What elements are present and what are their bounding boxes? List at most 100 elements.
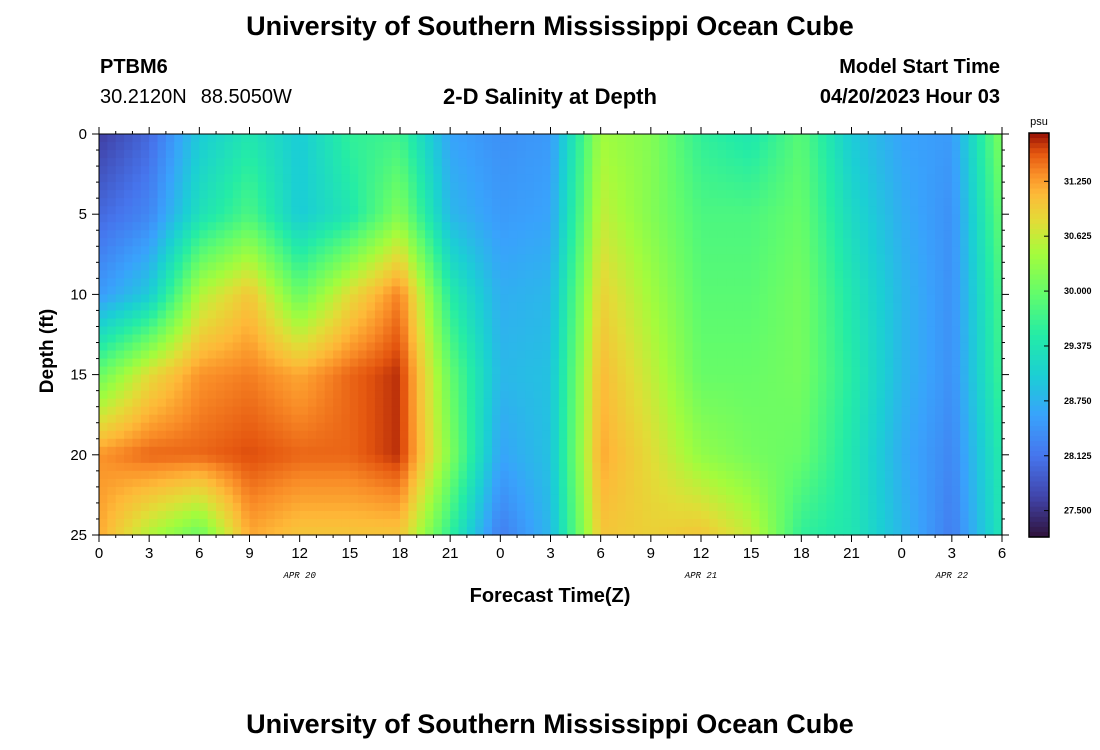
heatmap-cell: [851, 366, 861, 376]
heatmap-cell: [441, 222, 451, 231]
heatmap-cell: [140, 414, 150, 424]
heatmap-cell: [868, 222, 878, 231]
heatmap-cell: [742, 374, 752, 384]
heatmap-cell: [274, 422, 284, 432]
heatmap-cell: [140, 302, 150, 312]
heatmap-cell: [801, 326, 811, 336]
heatmap-cell: [901, 470, 911, 480]
heatmap-cell: [634, 214, 644, 223]
heatmap-cell: [726, 278, 736, 287]
heatmap-cell: [508, 134, 518, 143]
heatmap-cell: [308, 182, 317, 191]
heatmap-cell: [583, 486, 593, 496]
heatmap-cell: [224, 486, 234, 496]
heatmap-cell: [358, 318, 368, 328]
heatmap-cell: [299, 446, 309, 456]
heatmap-cell: [609, 478, 618, 488]
heatmap-cell: [391, 518, 401, 528]
heatmap-cell: [425, 430, 435, 440]
heatmap-cell: [299, 390, 309, 400]
heatmap-cell: [391, 238, 401, 247]
heatmap-cell: [182, 398, 192, 408]
heatmap-cell: [792, 414, 802, 424]
heatmap-cell: [408, 486, 418, 496]
heatmap-cell: [918, 454, 928, 464]
heatmap-cell: [617, 246, 627, 255]
heatmap-cell: [684, 134, 694, 143]
heatmap-cell: [224, 286, 234, 295]
heatmap-cell: [107, 478, 117, 488]
heatmap-cell: [684, 462, 694, 472]
heatmap-cell: [466, 526, 476, 536]
heatmap-cell: [517, 166, 527, 175]
heatmap-cell: [232, 190, 242, 199]
heatmap-cell: [224, 238, 234, 247]
heatmap-cell: [107, 398, 117, 408]
heatmap-cell: [592, 310, 602, 320]
heatmap-cell: [274, 142, 284, 151]
heatmap-cell: [224, 414, 234, 424]
heatmap-cell: [107, 294, 117, 304]
heatmap-cell: [550, 286, 560, 295]
heatmap-cell: [818, 454, 828, 464]
heatmap-cell: [291, 198, 301, 207]
heatmap-cell: [115, 478, 125, 488]
heatmap-cell: [333, 230, 343, 239]
heatmap-cell: [533, 326, 543, 336]
heatmap-cell: [876, 390, 886, 400]
heatmap-cell: [859, 486, 869, 496]
heatmap-cell: [157, 486, 167, 496]
heatmap-cell: [441, 390, 451, 400]
heatmap-cell: [508, 422, 518, 432]
heatmap-cell: [282, 350, 292, 360]
heatmap-cell: [475, 206, 485, 215]
heatmap-cell: [575, 326, 585, 336]
heatmap-cell: [592, 438, 602, 448]
heatmap-cell: [717, 334, 727, 344]
heatmap-cell: [517, 270, 527, 279]
heatmap-cell: [341, 390, 351, 400]
heatmap-cell: [433, 230, 443, 239]
heatmap-cell: [834, 286, 844, 295]
heatmap-cell: [165, 302, 175, 312]
heatmap-cell: [441, 150, 451, 159]
heatmap-cell: [650, 214, 660, 223]
heatmap-cell: [299, 150, 309, 159]
heatmap-cell: [625, 270, 635, 279]
heatmap-cell: [617, 430, 627, 440]
heatmap-cell: [308, 190, 317, 199]
heatmap-cell: [249, 182, 259, 191]
heatmap-cell: [918, 446, 928, 456]
heatmap-cell: [450, 158, 460, 167]
heatmap-cell: [99, 406, 108, 416]
heatmap-cell: [617, 206, 627, 215]
heatmap-cell: [124, 222, 134, 231]
heatmap-cell: [349, 286, 359, 295]
heatmap-cell: [592, 382, 602, 392]
heatmap-cell: [249, 510, 259, 520]
heatmap-cell: [99, 374, 108, 384]
heatmap-cell: [483, 414, 493, 424]
heatmap-cell: [333, 454, 343, 464]
heatmap-cell: [216, 278, 226, 287]
heatmap-cell: [416, 494, 426, 504]
heatmap-cell: [157, 302, 167, 312]
heatmap-cell: [491, 262, 501, 271]
heatmap-cell: [508, 510, 518, 520]
heatmap-cell: [333, 358, 343, 368]
heatmap-cell: [333, 182, 343, 191]
heatmap-cell: [433, 182, 443, 191]
heatmap-cell: [308, 222, 317, 231]
heatmap-cell: [843, 350, 853, 360]
heatmap-cell: [132, 358, 142, 368]
heatmap-cell: [207, 398, 217, 408]
heatmap-cell: [366, 150, 376, 159]
heatmap-cell: [717, 430, 727, 440]
heatmap-cell: [918, 182, 928, 191]
heatmap-cell: [124, 438, 134, 448]
heatmap-cell: [692, 182, 702, 191]
heatmap-cell: [834, 310, 844, 320]
heatmap-cell: [508, 238, 518, 247]
heatmap-cell: [425, 158, 435, 167]
heatmap-cell: [216, 198, 226, 207]
